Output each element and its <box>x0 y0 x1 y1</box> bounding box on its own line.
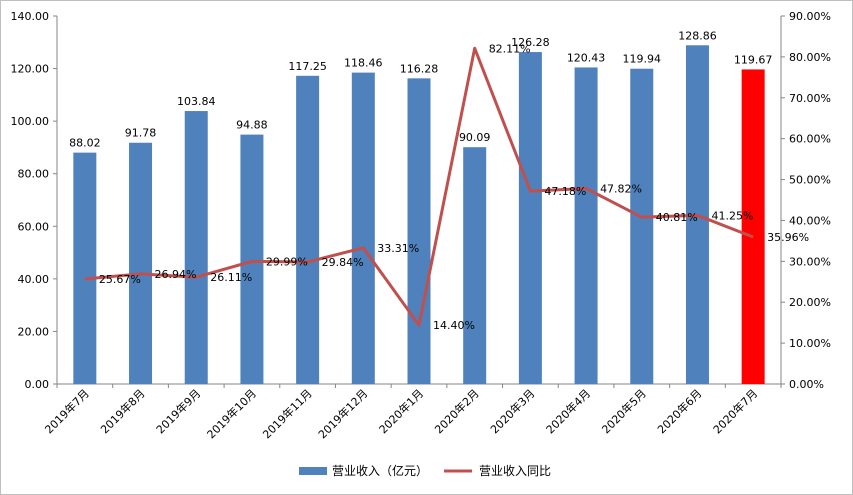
bar-value-label: 103.84 <box>177 95 216 108</box>
y-right-tick-label: 0.00% <box>789 378 824 391</box>
bar-revenue <box>574 67 598 385</box>
bar-value-label: 117.25 <box>288 60 327 73</box>
y-right-tick-label: 30.00% <box>789 255 831 268</box>
line-value-label: 26.94% <box>155 268 197 281</box>
x-category-label: 2019年9月 <box>153 386 203 436</box>
x-category-label: 2020年3月 <box>487 386 537 436</box>
y-left-tick-label: 20.00 <box>18 325 50 338</box>
bar-revenue <box>741 69 765 385</box>
bar-revenue <box>129 142 153 384</box>
bar-revenue <box>518 52 542 385</box>
bar-value-label: 119.67 <box>734 53 773 66</box>
bar-revenue <box>407 78 431 384</box>
y-left-tick-label: 80.00 <box>18 168 50 181</box>
bar-value-label: 116.28 <box>400 62 439 75</box>
x-category-label: 2020年1月 <box>376 386 426 436</box>
line-value-label: 26.11% <box>210 271 252 284</box>
line-value-label: 25.67% <box>99 273 141 286</box>
legend: 营业收入（亿元） 营业收入同比 <box>299 463 551 478</box>
bar-value-label: 88.02 <box>69 137 101 150</box>
line-value-label: 41.25% <box>711 209 753 222</box>
x-category-label: 2019年11月 <box>260 386 315 441</box>
line-value-label: 33.31% <box>377 242 419 255</box>
x-category-label: 2020年4月 <box>543 386 593 436</box>
bar-revenue <box>351 72 375 384</box>
y-right-tick-label: 70.00% <box>789 92 831 105</box>
x-category-label: 2020年2月 <box>432 386 482 436</box>
x-category-label: 2019年7月 <box>42 386 92 436</box>
x-category-label: 2019年10月 <box>204 386 259 441</box>
y-left-tick-label: 60.00 <box>18 220 50 233</box>
line-value-label: 35.96% <box>767 231 809 244</box>
line-value-label: 29.99% <box>266 255 308 268</box>
line-value-label: 47.18% <box>544 185 586 198</box>
y-right-tick-label: 10.00% <box>789 337 831 350</box>
bar-value-label: 128.86 <box>678 29 717 42</box>
line-value-label: 14.40% <box>433 319 475 332</box>
x-category-label: 2019年12月 <box>315 386 370 441</box>
line-value-label: 82.11% <box>489 42 531 55</box>
bar-value-label: 118.46 <box>344 57 383 70</box>
legend-label-bar: 营业收入（亿元） <box>332 463 428 478</box>
y-right-tick-label: 20.00% <box>789 296 831 309</box>
line-value-label: 47.82% <box>600 182 642 195</box>
line-yoy-growth <box>84 46 754 327</box>
bar-value-label: 126.28 <box>511 36 550 49</box>
line-value-label: 40.81% <box>656 211 698 224</box>
bar-revenue <box>463 147 487 384</box>
x-category-label: 2019年8月 <box>97 386 147 436</box>
x-category-label: 2020年6月 <box>654 386 704 436</box>
bar-value-label: 94.88 <box>236 119 268 132</box>
bar-revenue <box>73 152 97 384</box>
bar-revenue <box>630 68 654 385</box>
legend-label-line: 营业收入同比 <box>479 464 551 478</box>
data-labels: 88.02 91.78 103.84 94.88 117.25 118.46 116.28 9… <box>69 29 809 332</box>
line-series <box>84 46 754 327</box>
y-left-tick-label: 120.00 <box>11 63 50 76</box>
x-category-label: 2020年5月 <box>599 386 649 436</box>
y-left-tick-label: 100.00 <box>11 115 50 128</box>
x-category-label: 2020年7月 <box>710 386 760 436</box>
bar-revenue <box>296 75 320 385</box>
legend-swatch-bar <box>299 467 327 475</box>
y-right-tick-label: 50.00% <box>789 174 831 187</box>
y-right-tick-label: 40.00% <box>789 214 831 227</box>
bar-value-label: 91.78 <box>125 127 157 140</box>
bar-revenue <box>184 111 208 385</box>
y-right-tick-label: 80.00% <box>789 51 831 64</box>
bar-revenue <box>240 134 264 384</box>
bar-value-label: 90.09 <box>459 131 491 144</box>
y-left-tick-label: 140.00 <box>11 10 50 23</box>
line-value-label: 29.84% <box>322 256 364 269</box>
y-left-tick-label: 40.00 <box>18 273 50 286</box>
bar-value-label: 120.43 <box>567 51 606 64</box>
bar-value-label: 119.94 <box>623 53 662 66</box>
y-right-tick-label: 90.00% <box>789 10 831 23</box>
y-left-tick-label: 0.00 <box>25 378 50 391</box>
y-right-tick-label: 60.00% <box>789 133 831 146</box>
